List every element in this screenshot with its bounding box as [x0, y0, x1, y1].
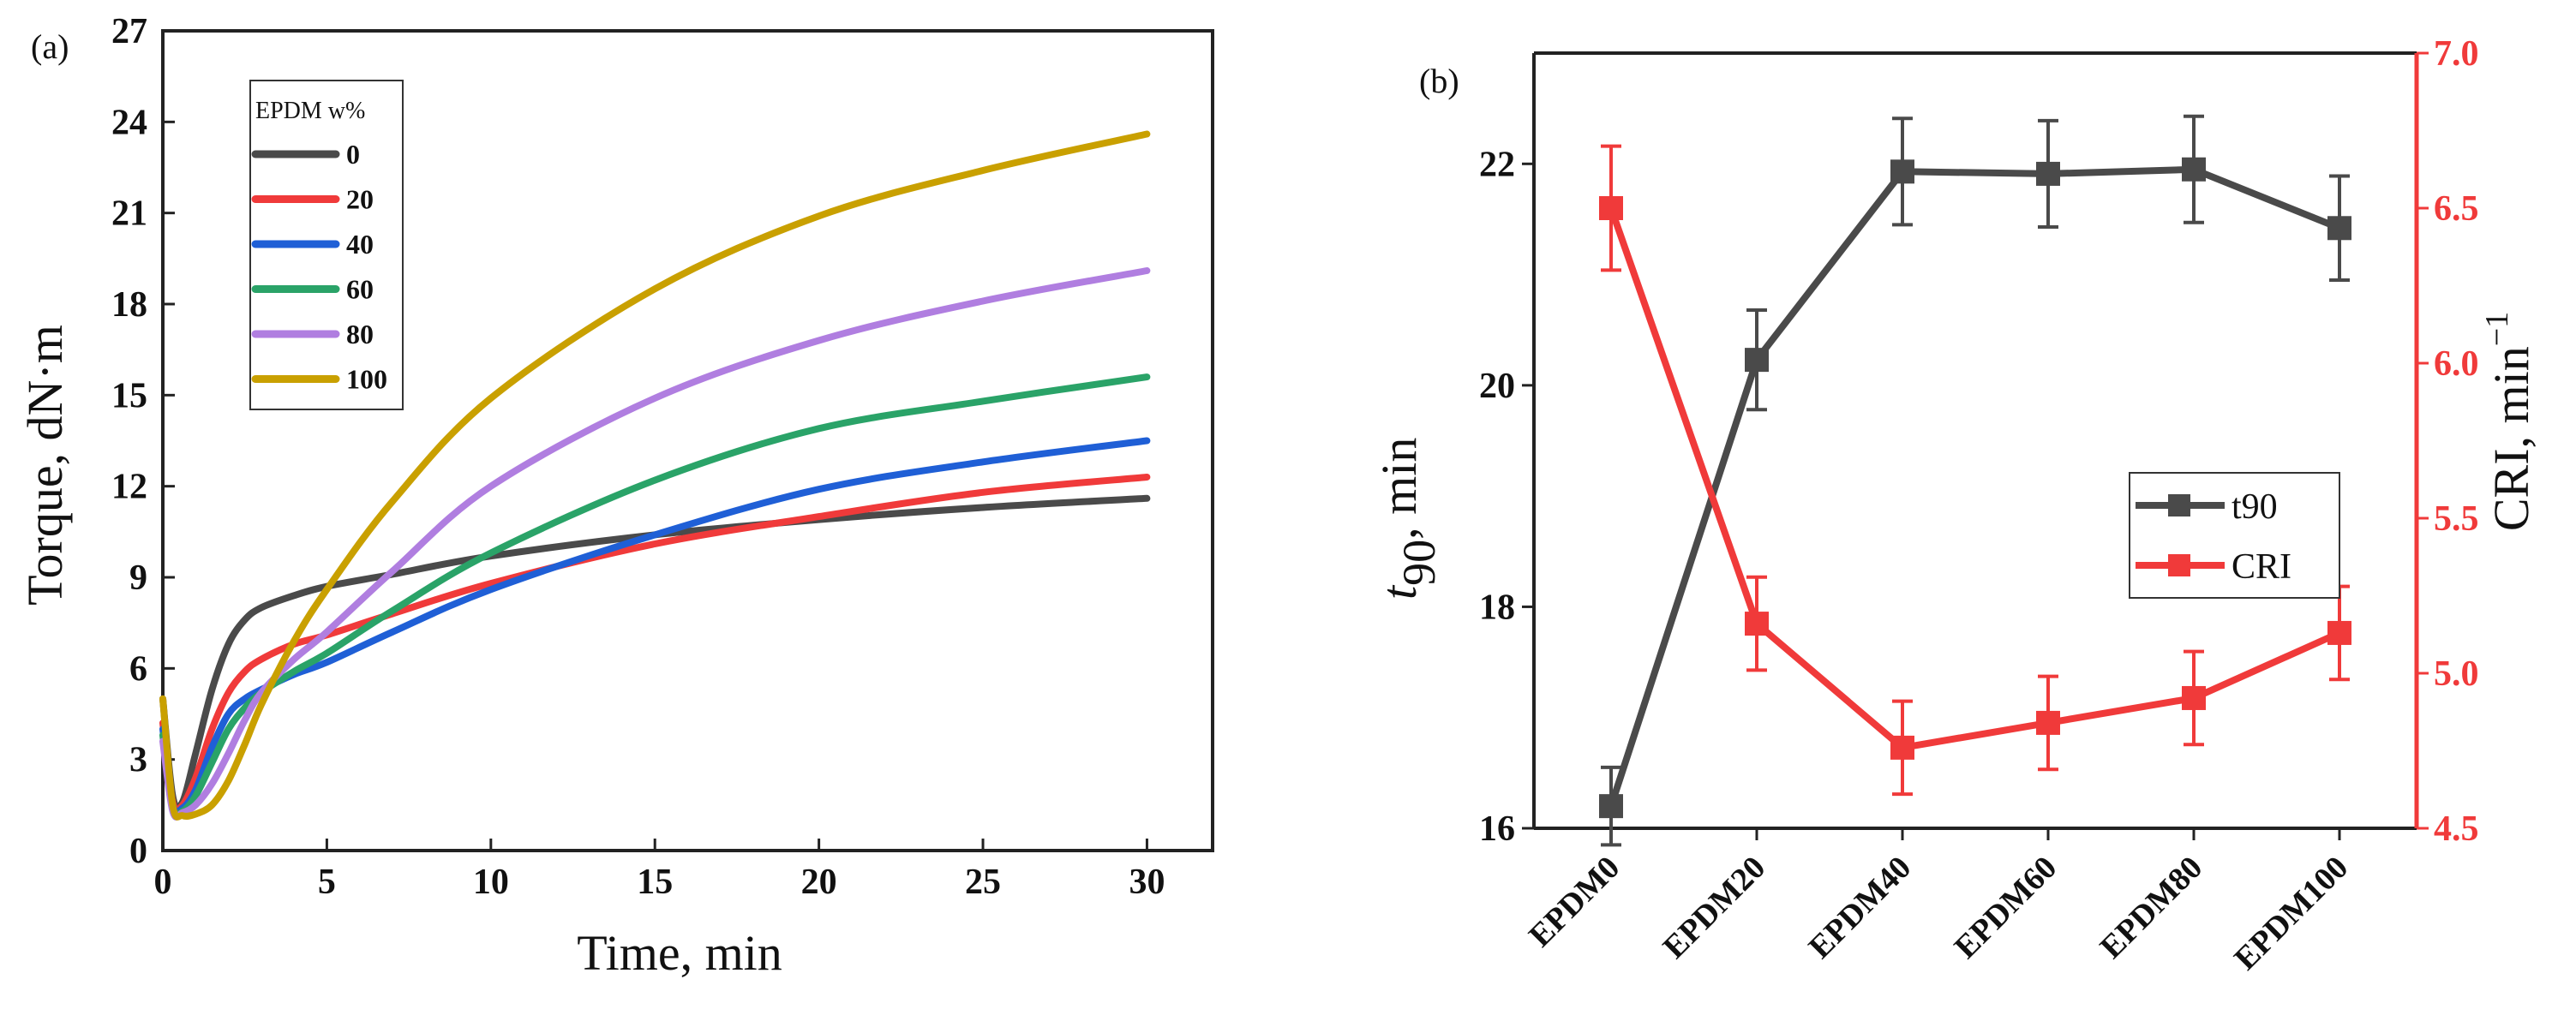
cure-point-t90	[1890, 159, 1914, 184]
torque-y-tick-label: 24	[111, 103, 147, 142]
cure-point-CRI	[1890, 735, 1914, 760]
torque-chart-series	[159, 130, 1151, 821]
torque-x-tick-label: 20	[801, 863, 837, 902]
torque-legend-label-80: 80	[346, 319, 374, 349]
torque-plot-frame	[161, 29, 1214, 852]
cure-point-CRI	[2036, 710, 2060, 735]
cure-legend-label-t90: t90	[2232, 487, 2278, 527]
torque-y-tick-label: 21	[111, 194, 147, 234]
svg-text:t90, min: t90, min	[1371, 438, 1445, 600]
panel-a-label: (a)	[31, 27, 69, 66]
cure-right-axis-title-main: CRI, min	[2483, 346, 2539, 531]
cure-left-tick-label: 20	[1479, 367, 1515, 406]
cure-series-line-t90	[1608, 165, 2341, 808]
torque-x-tick-label: 30	[1129, 863, 1165, 902]
cure-legend-marker-CRI	[2168, 554, 2190, 576]
torque-y-tick-label: 18	[111, 285, 147, 325]
cure-series-line-CRI	[1608, 206, 2341, 751]
cure-legend-box	[2129, 472, 2340, 599]
cure-right-tick-label: 4.5	[2434, 809, 2479, 849]
torque-y-axis-title: Torque, dN·m	[17, 325, 73, 606]
torque-x-tick-label: 0	[154, 863, 172, 902]
cure-right-axis-title-sup: −1	[2479, 312, 2515, 346]
torque-series-line-0	[159, 494, 1151, 812]
torque-series-line-60	[159, 373, 1151, 819]
cure-point-CRI	[1599, 196, 1623, 220]
cure-right-tick-label: 5.5	[2434, 499, 2479, 539]
torque-chart: (a) 0 5 10 15 20 25 30 0 3 6 9 12 15 18 21 24 27 Time, m…	[17, 12, 1214, 981]
cure-point-t90	[2327, 216, 2351, 241]
torque-legend-label-100: 100	[346, 364, 387, 395]
cure-left-tick-label: 18	[1479, 588, 1515, 627]
torque-series-line-80	[159, 267, 1151, 821]
torque-legend: EPDM w% 0 20 40 60 80 100	[249, 80, 404, 410]
torque-chart-axes: 0 5 10 15 20 25 30 0 3 6 9 12 15 18 21 24 27	[111, 12, 1214, 902]
cure-left-tick-label: 16	[1479, 809, 1515, 849]
cure-left-axis-title-unit: , min	[1371, 438, 1427, 540]
cure-right-axis-title: CRI, min−1	[2479, 312, 2539, 531]
cure-right-tick-label: 5.0	[2434, 654, 2479, 694]
cure-point-t90	[2036, 161, 2060, 186]
torque-y-tick-label: 6	[129, 649, 147, 689]
torque-legend-label-20: 20	[346, 184, 374, 215]
torque-legend-label-40: 40	[346, 229, 374, 260]
torque-y-tick-label: 9	[129, 558, 147, 598]
cure-point-t90	[1599, 794, 1623, 819]
torque-x-tick-label: 15	[637, 863, 673, 902]
torque-series-line-100	[159, 130, 1151, 821]
panel-b-label: (b)	[1419, 62, 1459, 100]
cure-left-axis-title: t90, min	[1371, 438, 1445, 600]
cure-legend-label-CRI: CRI	[2232, 547, 2291, 587]
cure-right-tick-label: 6.0	[2434, 344, 2479, 384]
torque-y-tick-label: 3	[129, 741, 147, 780]
cure-point-t90	[2182, 157, 2206, 182]
cure-left-axis-title-sub: 90	[1393, 540, 1445, 586]
cure-chart-series	[1599, 114, 2351, 847]
cure-left-axis-title-t: t	[1371, 584, 1427, 600]
cure-left-tick-label: 22	[1479, 145, 1515, 184]
torque-y-tick-label: 15	[111, 376, 147, 415]
torque-legend-label-0: 0	[346, 139, 360, 170]
cure-legend-marker-t90	[2168, 494, 2190, 516]
torque-legend-title: EPDM w%	[255, 98, 365, 124]
torque-y-tick-label: 12	[111, 468, 147, 507]
cure-point-t90	[1745, 348, 1769, 373]
torque-x-tick-label: 5	[318, 863, 336, 902]
cure-point-CRI	[1745, 612, 1769, 636]
torque-legend-label-60: 60	[346, 274, 374, 305]
torque-x-tick-label: 10	[473, 863, 509, 902]
cure-legend: t90 CRI	[2129, 472, 2340, 599]
cure-point-CRI	[2182, 685, 2206, 710]
torque-y-tick-label: 0	[129, 832, 147, 871]
svg-text:CRI, min−1: CRI, min−1	[2479, 312, 2539, 531]
torque-x-axis-title: Time, min	[577, 925, 782, 981]
cure-right-tick-label: 6.5	[2434, 189, 2479, 229]
torque-x-tick-label: 25	[965, 863, 1001, 902]
cure-right-tick-label: 7.0	[2434, 34, 2479, 74]
torque-y-tick-label: 27	[111, 12, 147, 51]
cure-point-CRI	[2327, 620, 2351, 645]
